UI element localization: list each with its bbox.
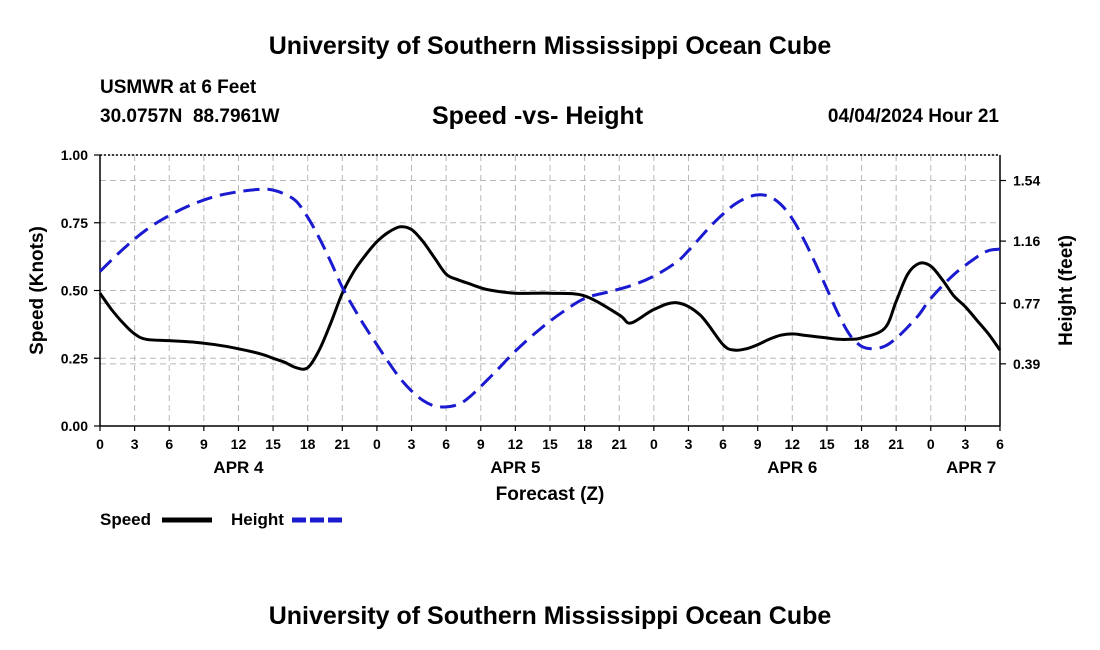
x-axis-tick-label: 18 xyxy=(854,436,870,452)
left-axis-tick-label: 0.50 xyxy=(61,283,88,299)
left-axis-tick-label: 0.00 xyxy=(61,418,88,434)
x-axis-tick-label: 6 xyxy=(719,436,727,452)
station-coordinates: 30.0757N 88.7961W xyxy=(100,106,280,127)
x-axis-tick-label: 12 xyxy=(508,436,524,452)
x-axis-tick-label: 0 xyxy=(373,436,381,452)
station-label: USMWR at 6 Feet xyxy=(100,77,257,98)
x-axis-tick-label: 3 xyxy=(685,436,693,452)
x-axis-tick-label: 3 xyxy=(131,436,139,452)
legend-speed-label: Speed xyxy=(100,510,151,529)
left-axis-tick-label: 1.00 xyxy=(61,147,88,163)
x-axis-tick-label: 0 xyxy=(96,436,104,452)
x-axis-tick-label: 21 xyxy=(335,436,351,452)
x-axis-tick-label: 9 xyxy=(477,436,485,452)
x-axis-tick-label: 15 xyxy=(542,436,558,452)
right-axis-tick-label: 0.77 xyxy=(1013,295,1040,311)
x-axis-tick-label: 18 xyxy=(577,436,593,452)
x-axis-tick-label: 21 xyxy=(611,436,627,452)
x-axis-title: Forecast (Z) xyxy=(496,484,605,505)
x-axis-tick-label: 9 xyxy=(754,436,762,452)
x-axis-tick-label: 15 xyxy=(265,436,281,452)
x-axis-tick-label: 3 xyxy=(408,436,416,452)
x-axis-tick-label: 9 xyxy=(200,436,208,452)
left-axis-title: Speed (Knots) xyxy=(27,226,48,355)
x-axis-tick-label: 0 xyxy=(650,436,658,452)
legend-height-label: Height xyxy=(231,510,284,529)
footer-title: University of Southern Mississippi Ocean… xyxy=(268,602,832,630)
date-label: APR 7 xyxy=(946,458,996,477)
x-axis-tick-label: 18 xyxy=(300,436,316,452)
left-axis-tick-label: 0.25 xyxy=(61,350,88,366)
x-axis-tick-label: 15 xyxy=(819,436,835,452)
date-label: APR 6 xyxy=(767,458,817,477)
date-label: APR 5 xyxy=(490,458,540,477)
x-axis-tick-label: 6 xyxy=(442,436,450,452)
right-axis-tick-label: 1.54 xyxy=(1013,173,1040,189)
right-axis-title: Height (feet) xyxy=(1056,235,1077,346)
right-axis-tick-label: 1.16 xyxy=(1013,233,1040,249)
speed-series-line xyxy=(98,225,1002,371)
chart-title: University of Southern Mississippi Ocean… xyxy=(268,32,832,60)
x-axis-tick-label: 6 xyxy=(165,436,173,452)
x-axis-tick-label: 21 xyxy=(888,436,904,452)
x-axis-tick-label: 12 xyxy=(231,436,247,452)
x-axis-tick-label: 0 xyxy=(927,436,935,452)
right-axis-tick-label: 0.39 xyxy=(1013,356,1040,372)
forecast-datetime: 04/04/2024 Hour 21 xyxy=(827,106,999,127)
left-axis-tick-label: 0.75 xyxy=(61,215,88,231)
height-series-line xyxy=(98,187,1001,409)
x-axis-tick-label: 6 xyxy=(996,436,1004,452)
x-axis-tick-label: 12 xyxy=(785,436,801,452)
chart-subtitle: Speed -vs- Height xyxy=(432,102,644,130)
date-label: APR 4 xyxy=(213,458,264,477)
x-axis-tick-label: 3 xyxy=(961,436,969,452)
